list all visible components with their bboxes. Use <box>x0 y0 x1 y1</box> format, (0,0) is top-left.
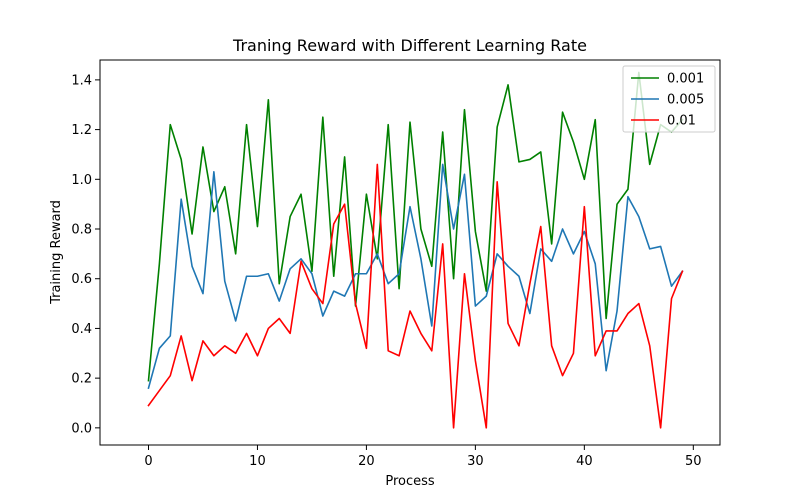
legend: 0.001 0.005 0.01 <box>622 65 716 133</box>
y-tick-label: 0.4 <box>71 322 92 337</box>
legend-label: 0.001 <box>667 72 704 87</box>
legend-items: 0.001 0.005 0.01 <box>631 72 704 129</box>
x-tick-label: 20 <box>358 454 375 469</box>
y-axis: 0.0 0.2 0.4 0.6 0.8 1.0 1.2 1.4 <box>71 73 100 436</box>
legend-label: 0.01 <box>667 114 696 129</box>
x-tick-label: 30 <box>467 454 484 469</box>
y-tick-label: 0.2 <box>71 372 92 387</box>
y-tick-label: 0.6 <box>71 272 92 287</box>
series-layer <box>147 71 684 429</box>
y-tick-label: 1.0 <box>71 173 92 188</box>
x-tick-label: 40 <box>576 454 593 469</box>
x-tick-label: 10 <box>249 454 266 469</box>
x-tick-label: 0 <box>144 454 152 469</box>
chart-title: Traning Reward with Different Learning R… <box>232 36 587 55</box>
legend-box <box>622 65 716 133</box>
y-tick-label: 1.4 <box>71 73 92 88</box>
plot-frame <box>99 59 721 446</box>
series-line-0.01 <box>147 163 684 429</box>
x-tick-label: 50 <box>685 454 702 469</box>
x-axis: 0 10 20 30 40 50 <box>144 445 702 469</box>
legend-label: 0.005 <box>667 93 704 108</box>
y-axis-label: Training Reward <box>49 200 64 305</box>
x-axis-label: Process <box>385 474 435 489</box>
series-line-0.005 <box>147 163 684 390</box>
y-tick-label: 0.8 <box>71 223 92 238</box>
plot-area <box>99 59 721 446</box>
y-tick-label: 0.0 <box>71 421 92 436</box>
series-line-0.001 <box>147 71 684 382</box>
y-tick-label: 1.2 <box>71 123 92 138</box>
